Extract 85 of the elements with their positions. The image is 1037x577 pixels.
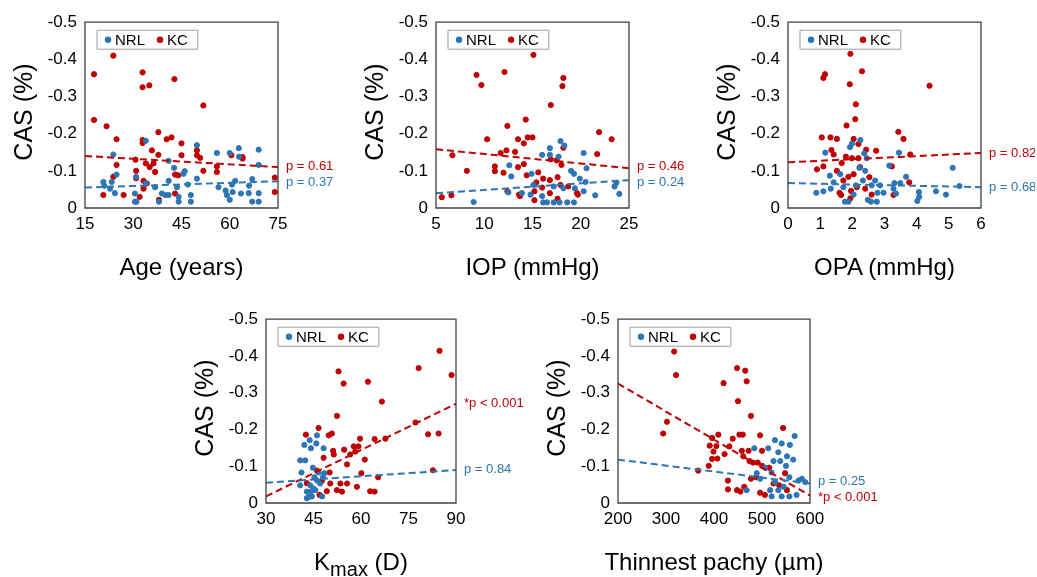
x-tick-label: 15 — [523, 213, 542, 233]
y-axis-title: CAS (%) — [541, 358, 571, 459]
x-tick-label: 30 — [123, 213, 143, 233]
y-tick-label: 0 — [67, 197, 77, 217]
x-tick-label: 400 — [699, 508, 729, 528]
x-tick-label: 45 — [304, 508, 323, 528]
annotation: p = 0.61 — [286, 157, 334, 173]
x-axis-title: IOP (mmHg) — [464, 252, 601, 282]
x-tick-label: 2 — [847, 213, 858, 233]
x-tick-label: 20 — [571, 213, 591, 233]
y-tick-label: -0.2 — [580, 419, 610, 439]
y-tick-label: -0.3 — [398, 86, 428, 106]
x-tick-label: 15 — [75, 213, 95, 233]
x-tick-label: 1 — [815, 213, 825, 233]
y-tick-label: -0.1 — [750, 160, 780, 180]
x-tick-label: 0 — [783, 213, 793, 233]
legend-label: KC — [167, 30, 189, 48]
y-tick-label: -0.3 — [750, 86, 780, 106]
annotation: p = 0.46 — [637, 157, 685, 173]
x-tick-label: 6 — [976, 213, 986, 233]
y-tick-label: 0 — [770, 197, 780, 217]
y-tick-label: -0.5 — [580, 308, 610, 328]
y-tick-label: -0.2 — [228, 419, 258, 439]
legend-label: KC — [518, 30, 540, 48]
x-tick-label: 75 — [399, 508, 418, 528]
annotation: p = 0.37 — [286, 173, 334, 189]
legend-label: NRL — [296, 327, 327, 345]
y-axis-title: CAS (%) — [359, 62, 389, 163]
y-tick-label: -0.4 — [750, 49, 780, 69]
x-tick-label: 500 — [747, 508, 777, 528]
y-axis-title: CAS (%) — [8, 62, 38, 163]
y-tick-label: -0.2 — [750, 123, 780, 143]
y-tick-label: -0.1 — [580, 455, 610, 475]
x-tick-label: 25 — [619, 213, 639, 233]
y-tick-label: -0.1 — [398, 160, 428, 180]
legend-label: KC — [700, 327, 722, 345]
x-axis-title: Thinnest pachy (µm) — [603, 547, 825, 577]
x-tick-label: 10 — [474, 213, 494, 233]
y-tick-label: -0.5 — [398, 11, 428, 31]
y-tick-label: -0.3 — [580, 382, 610, 402]
y-axis-title: CAS (%) — [189, 358, 219, 459]
y-tick-label: -0.5 — [228, 308, 258, 328]
x-axis-title: OPA (mmHg) — [813, 252, 956, 282]
x-tick-label: 5 — [944, 213, 954, 233]
x-tick-label: 5 — [431, 213, 441, 233]
annotation: p = 0.24 — [637, 173, 685, 189]
x-tick-label: 300 — [651, 508, 681, 528]
y-tick-label: 0 — [418, 197, 428, 217]
legend-label: NRL — [466, 30, 497, 48]
annotation: p = 0.84 — [464, 461, 512, 477]
y-tick-label: -0.4 — [228, 345, 258, 365]
annotation: p = 0.82 — [989, 144, 1037, 160]
y-tick-label: -0.5 — [47, 11, 77, 31]
legend-label: NRL — [648, 327, 679, 345]
legend-label: NRL — [115, 30, 146, 48]
x-tick-label: 60 — [351, 508, 371, 528]
x-tick-label: 600 — [795, 508, 825, 528]
y-tick-label: -0.1 — [47, 160, 77, 180]
x-axis-title: Age (years) — [118, 252, 245, 282]
annotation: p = 0.68 — [989, 178, 1037, 194]
legend-label: KC — [348, 327, 370, 345]
x-tick-label: 60 — [220, 213, 240, 233]
annotation: p = 0.25 — [818, 473, 866, 489]
annotation: *p < 0.001 — [818, 489, 878, 505]
y-tick-label: -0.2 — [398, 123, 428, 143]
x-tick-label: 45 — [172, 213, 191, 233]
y-tick-label: 0 — [248, 492, 258, 512]
y-tick-label: -0.4 — [47, 49, 77, 69]
y-tick-label: -0.3 — [228, 382, 258, 402]
x-tick-label: 30 — [256, 508, 276, 528]
y-tick-label: -0.2 — [47, 123, 77, 143]
x-tick-label: 4 — [911, 213, 922, 233]
x-tick-label: 3 — [879, 213, 890, 233]
y-tick-label: -0.5 — [750, 11, 780, 31]
annotation: *p < 0.001 — [464, 395, 524, 411]
legend-label: NRL — [818, 30, 849, 48]
y-axis-title: CAS (%) — [711, 62, 741, 163]
y-tick-label: -0.3 — [47, 86, 77, 106]
y-tick-label: -0.4 — [398, 49, 428, 69]
x-tick-label: 90 — [446, 508, 466, 528]
y-tick-label: -0.4 — [580, 345, 610, 365]
x-axis-title: K$_{max}$ (D) — [313, 547, 409, 577]
legend-label: KC — [870, 30, 892, 48]
y-tick-label: -0.1 — [228, 455, 258, 475]
x-tick-label: 75 — [268, 213, 288, 233]
